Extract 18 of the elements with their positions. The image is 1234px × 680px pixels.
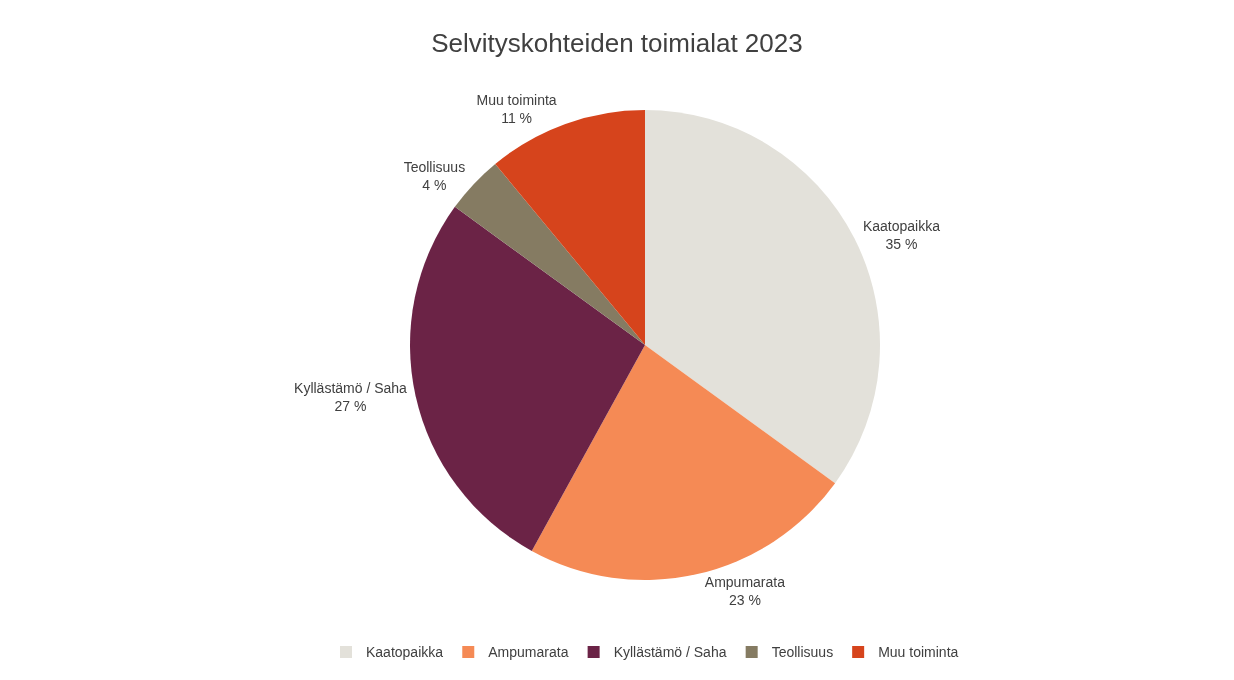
pie-slice bbox=[495, 110, 645, 345]
slice-label: Ampumarata bbox=[704, 573, 786, 590]
legend-label: Ampumarata bbox=[488, 644, 569, 661]
legend-label: Kyllästämö / Saha bbox=[613, 644, 727, 661]
data-label: 4 % bbox=[422, 177, 447, 194]
legend-label: Kaatopaikka bbox=[366, 644, 444, 661]
chart-title: Selvityskohteiden toimialat 2023 bbox=[431, 28, 803, 59]
data-label: 27 % bbox=[334, 398, 367, 415]
slice-label: Muu toiminta bbox=[476, 91, 557, 108]
slice-label: Kaatopaikka bbox=[862, 217, 941, 234]
data-label: 23 % bbox=[728, 591, 761, 608]
data-label: 35 % bbox=[885, 235, 918, 252]
data-label: 11 % bbox=[501, 109, 532, 126]
legend-label: Teollisuus bbox=[771, 644, 834, 661]
pie-slice bbox=[410, 206, 645, 551]
legend-label: Muu toiminta bbox=[878, 644, 959, 661]
slice-label: Teollisuus bbox=[403, 159, 466, 176]
slice-label: Kyllästämö / Saha bbox=[294, 379, 408, 396]
